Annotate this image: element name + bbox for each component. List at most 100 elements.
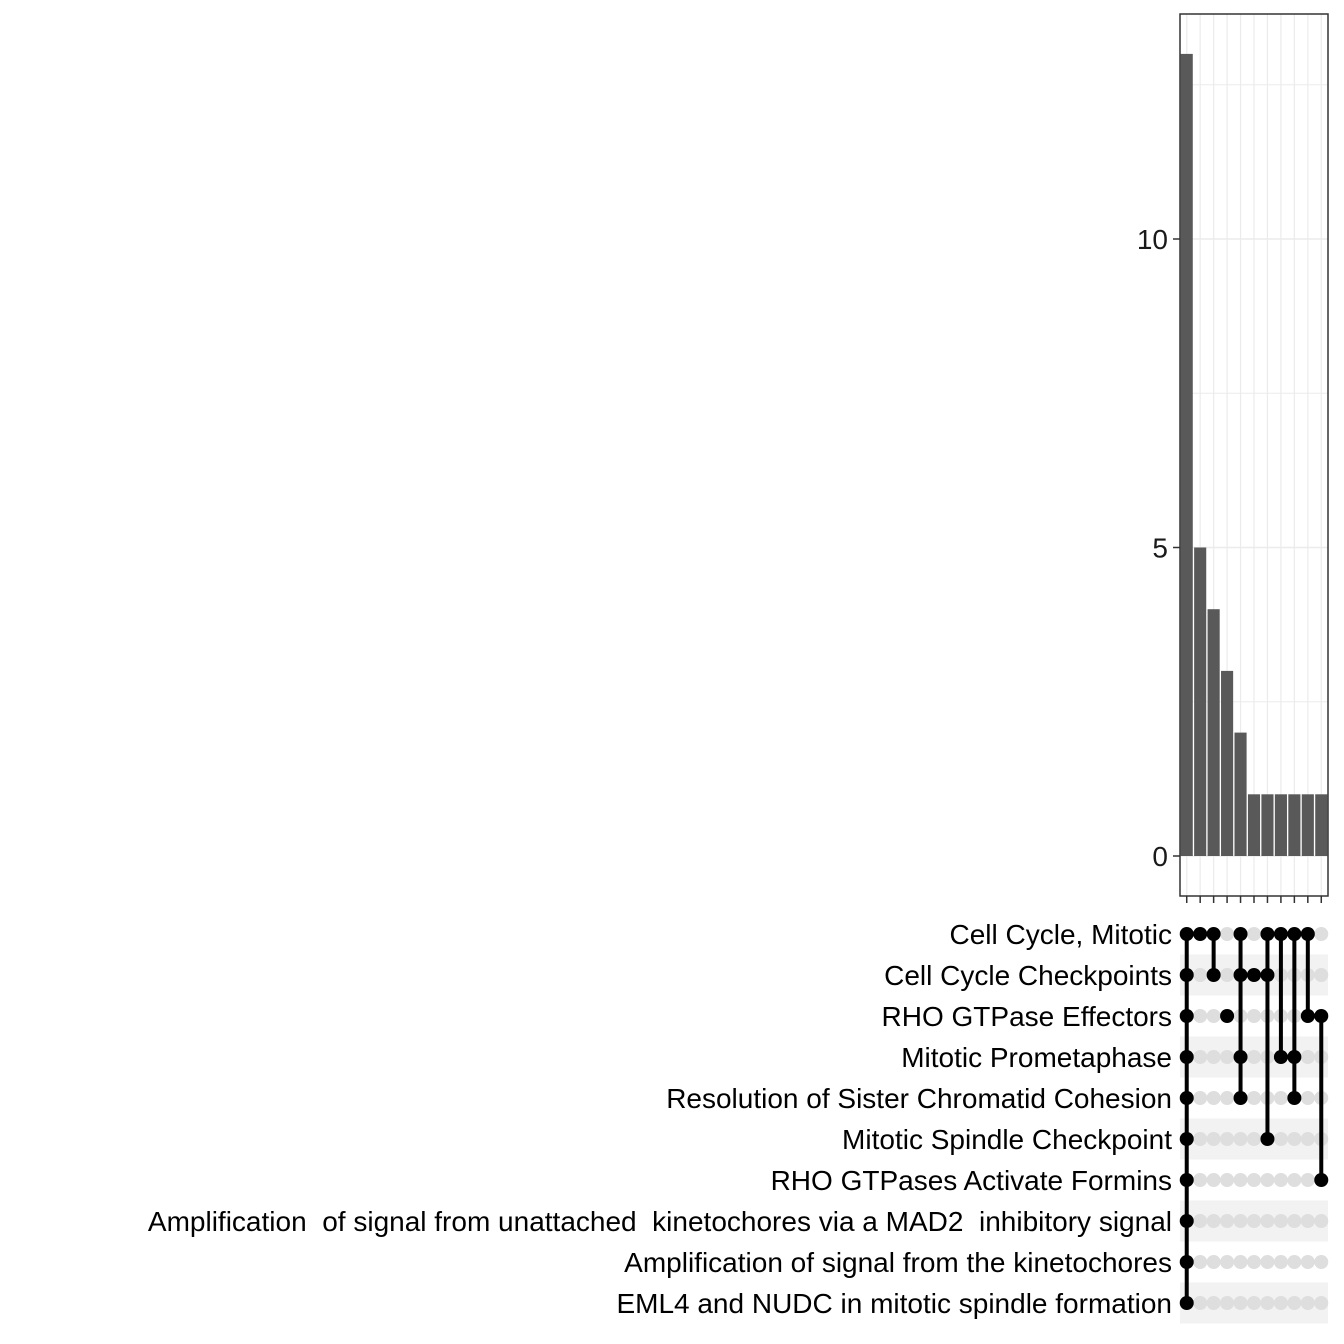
matrix-dot-inactive (1193, 1091, 1208, 1105)
matrix-dot-active (1179, 927, 1194, 941)
matrix-dot-active (1233, 1091, 1248, 1105)
matrix-dot-inactive (1287, 1296, 1302, 1310)
y-tick-label: 10 (1137, 224, 1168, 255)
matrix-dot-inactive (1247, 1050, 1261, 1064)
set-label: Resolution of Sister Chromatid Cohesion (666, 1083, 1172, 1114)
matrix-dot-inactive (1314, 968, 1329, 982)
intersection-bar (1274, 794, 1287, 856)
matrix-dot-inactive (1300, 1050, 1315, 1064)
matrix-dot-inactive (1247, 927, 1261, 941)
matrix-dot-inactive (1260, 1296, 1275, 1310)
matrix-dot-active (1179, 1296, 1194, 1310)
matrix-dot-inactive (1273, 1132, 1288, 1146)
matrix-dot-inactive (1193, 1132, 1208, 1146)
matrix-dot-inactive (1193, 1214, 1208, 1228)
matrix-dot-inactive (1220, 1091, 1235, 1105)
matrix-dot-active (1287, 1050, 1302, 1064)
matrix-dot-active (1233, 1050, 1248, 1064)
matrix-dot-inactive (1273, 1173, 1288, 1187)
matrix-dot-active (1300, 927, 1315, 941)
matrix-dot-inactive (1247, 1214, 1261, 1228)
matrix-dot-active (1179, 1091, 1194, 1105)
matrix-dot-inactive (1287, 1255, 1302, 1269)
matrix-dot-inactive (1193, 1255, 1208, 1269)
matrix-dot-inactive (1220, 968, 1235, 982)
intersection-bar (1180, 53, 1193, 856)
matrix-dot-inactive (1300, 1255, 1315, 1269)
matrix-dot-inactive (1193, 968, 1208, 982)
matrix-dot-inactive (1300, 1173, 1315, 1187)
intersection-bar (1207, 609, 1220, 856)
matrix-dot-active (1179, 1009, 1194, 1023)
matrix-dot-active (1179, 1255, 1194, 1269)
matrix-dot-inactive (1314, 927, 1329, 941)
set-labels: Cell Cycle, Mitotic Cell Cycle Checkpoint… (148, 919, 1172, 1319)
matrix-dot-inactive (1247, 1132, 1261, 1146)
matrix-dot-inactive (1193, 1050, 1208, 1064)
matrix-dot-active (1179, 1132, 1194, 1146)
matrix-dot-active (1179, 1173, 1194, 1187)
set-label: Amplification of signal from the kinetoc… (624, 1247, 1172, 1278)
matrix-dot-inactive (1206, 1214, 1221, 1228)
matrix-dot-inactive (1300, 1296, 1315, 1310)
matrix-dot-active (1179, 1050, 1194, 1064)
matrix-dot-active (1314, 1173, 1329, 1187)
matrix-dot-inactive (1206, 1296, 1221, 1310)
matrix-dot-inactive (1260, 1255, 1275, 1269)
set-label: EML4 and NUDC in mitotic spindle formati… (616, 1288, 1172, 1319)
intersection-bar (1221, 670, 1234, 856)
matrix-dot-inactive (1193, 1009, 1208, 1023)
set-label: Mitotic Spindle Checkpoint (842, 1124, 1172, 1155)
matrix-dot-inactive (1287, 1214, 1302, 1228)
matrix-dot-inactive (1247, 1173, 1261, 1187)
matrix-dot-inactive (1273, 1296, 1288, 1310)
matrix-dot-inactive (1314, 1255, 1329, 1269)
matrix-dot-active (1260, 1132, 1275, 1146)
set-label: RHO GTPase Effectors (882, 1001, 1172, 1032)
matrix-dot-inactive (1273, 1255, 1288, 1269)
intersection-bar (1247, 794, 1261, 856)
matrix-dot-inactive (1220, 1214, 1235, 1228)
y-tick-label: 5 (1152, 533, 1168, 564)
matrix-dot-inactive (1300, 1091, 1315, 1105)
matrix-dot-active (1233, 968, 1248, 982)
y-axis: 0 5 10 (1137, 224, 1180, 872)
matrix-dot-inactive (1220, 1296, 1235, 1310)
matrix-dot-inactive (1220, 1173, 1235, 1187)
matrix-dot-active (1220, 1009, 1235, 1023)
matrix-dot-active (1287, 1091, 1302, 1105)
matrix-dot-active (1287, 927, 1302, 941)
matrix-dot-inactive (1314, 1214, 1329, 1228)
matrix-dot-active (1247, 968, 1261, 982)
matrix-dot-active (1206, 927, 1221, 941)
intersection-bar (1288, 794, 1301, 856)
matrix-dot-active (1273, 1050, 1288, 1064)
set-label: Amplification of signal from unattached … (148, 1206, 1172, 1237)
matrix-dot-inactive (1247, 1009, 1261, 1023)
matrix-dot-inactive (1233, 1132, 1248, 1146)
matrix-dot-active (1260, 968, 1275, 982)
matrix-dot-inactive (1220, 1050, 1235, 1064)
matrix-dot-active (1179, 1214, 1194, 1228)
matrix-dot-inactive (1260, 1173, 1275, 1187)
matrix-dot-inactive (1220, 1255, 1235, 1269)
x-axis-ticks (1185, 896, 1323, 903)
matrix-dot-active (1314, 1009, 1329, 1023)
matrix-dot-inactive (1247, 1091, 1261, 1105)
set-label: RHO GTPases Activate Formins (771, 1165, 1172, 1196)
set-label: Mitotic Prometaphase (901, 1042, 1172, 1073)
intersection-bar (1315, 794, 1328, 856)
matrix-dot-inactive (1260, 1214, 1275, 1228)
matrix-dot-inactive (1206, 1050, 1221, 1064)
matrix-dot-inactive (1247, 1296, 1261, 1310)
matrix-dot-inactive (1287, 1173, 1302, 1187)
set-label: Cell Cycle Checkpoints (884, 960, 1172, 991)
matrix-dot-inactive (1220, 927, 1235, 941)
matrix-dot-inactive (1273, 1091, 1288, 1105)
intersection-matrix (1179, 927, 1329, 1310)
matrix-dot-inactive (1193, 1173, 1208, 1187)
matrix-dot-active (1193, 927, 1208, 941)
matrix-dot-active (1206, 968, 1221, 982)
matrix-dot-inactive (1287, 1132, 1302, 1146)
